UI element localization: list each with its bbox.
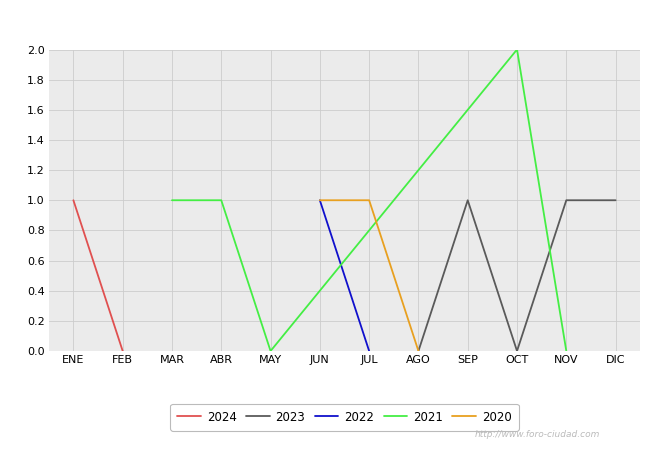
2021 — [562, 348, 570, 354]
2023 — [464, 198, 472, 203]
2021 — [513, 47, 521, 52]
Text: Matriculaciones de Vehiculos en Casillas de Coria: Matriculaciones de Vehiculos en Casillas… — [127, 13, 523, 28]
Line: 2023: 2023 — [419, 200, 616, 351]
Legend: 2024, 2023, 2022, 2021, 2020: 2024, 2023, 2022, 2021, 2020 — [170, 404, 519, 431]
2024 — [70, 198, 77, 203]
2022 — [365, 348, 373, 354]
2020 — [316, 198, 324, 203]
Line: 2024: 2024 — [73, 200, 123, 351]
2024 — [119, 348, 127, 354]
2021 — [217, 198, 225, 203]
2023 — [415, 348, 422, 354]
2020 — [415, 348, 422, 354]
2023 — [513, 348, 521, 354]
Line: 2020: 2020 — [320, 200, 419, 351]
2021 — [266, 348, 274, 354]
2023 — [562, 198, 570, 203]
Line: 2021: 2021 — [172, 50, 566, 351]
2020 — [365, 198, 373, 203]
2021 — [168, 198, 176, 203]
Line: 2022: 2022 — [320, 200, 369, 351]
Text: http://www.foro-ciudad.com: http://www.foro-ciudad.com — [474, 430, 600, 439]
2022 — [316, 198, 324, 203]
2023 — [612, 198, 619, 203]
